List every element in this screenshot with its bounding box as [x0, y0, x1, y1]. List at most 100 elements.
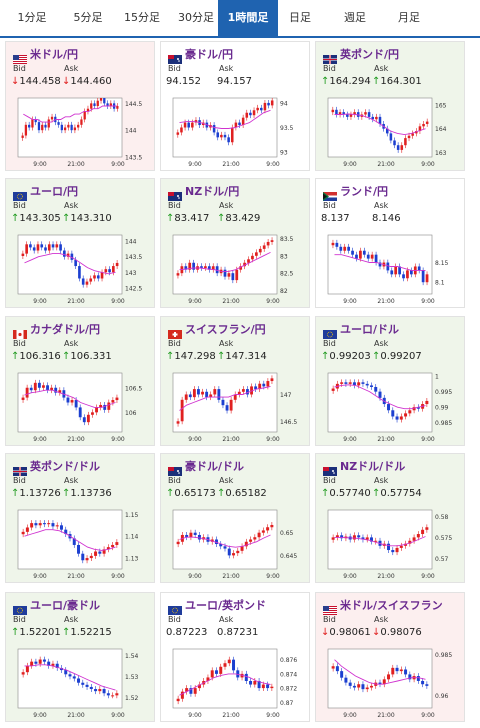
y-tick-label: 106.5	[125, 385, 142, 392]
rate-card[interactable]: NZドル/円 Bid Ask ↑83.417 ↑83.429 83.5 83 82.5 82 9:…	[160, 178, 310, 308]
candle-body	[402, 274, 405, 279]
pair-name[interactable]: 英ポンド/ドル	[30, 460, 101, 473]
ask-value: ↑147.314	[217, 351, 267, 362]
pair-name[interactable]: ランド/円	[340, 185, 389, 198]
candle-body	[37, 122, 41, 131]
pair-name[interactable]: NZドル/円	[185, 185, 240, 198]
y-tick-label: 82.5	[280, 271, 294, 278]
pair-name[interactable]: ユーロ/ドル	[340, 323, 400, 336]
candle-body	[400, 145, 404, 150]
pair-name[interactable]: スイスフラン/円	[185, 323, 266, 336]
bid-label: Bid	[13, 339, 26, 348]
tab-5min[interactable]: 5分足	[73, 11, 103, 24]
pair-name[interactable]: ユーロ/円	[30, 185, 79, 198]
tab-daily[interactable]: 日足	[289, 11, 311, 24]
candle-body	[63, 250, 66, 257]
rate-card[interactable]: スイスフラン/円 Bid Ask ↑147.298 ↑147.314 147 146.5 9:…	[160, 316, 310, 446]
pair-name[interactable]: 米ドル/スイスフラン	[340, 599, 443, 612]
y-tick-label: 83	[280, 253, 288, 260]
candle-body	[240, 546, 244, 551]
candle-body	[331, 537, 335, 540]
y-tick-label: 146.5	[280, 419, 297, 426]
candle-body	[409, 270, 413, 275]
candle-body	[394, 266, 398, 275]
ask-value: ↑0.99207	[372, 351, 422, 362]
pair-name[interactable]: ユーロ/英ポンド	[185, 599, 267, 612]
candle-body	[270, 686, 274, 689]
bid-label: Bid	[13, 201, 26, 210]
candle-body	[417, 266, 421, 271]
bid-value: ↑1.13726	[11, 488, 61, 499]
rate-card[interactable]: 豪ドル/ドル Bid Ask ↑0.65173 ↑0.65182 0.65 0.645 9:0…	[160, 453, 310, 583]
ask-value: ↑83.429	[217, 213, 261, 224]
candle-body	[21, 531, 25, 535]
rate-card[interactable]: 豪ドル/円 Bid Ask 94.152 94.157 94 93.5 93 9:00 21:00…	[160, 41, 310, 171]
ask-label: Ask	[64, 615, 79, 624]
tab-30min[interactable]: 30分足	[178, 11, 214, 24]
pair-name[interactable]: NZドル/ドル	[340, 460, 406, 473]
rate-card[interactable]: 米ドル/円 Bid Ask ↓144.458 ↓144.460 144.5 144 143.5…	[5, 41, 155, 171]
timeframe-tabs: 1分足 5分足 15分足 30分足 1時間足 日足 週足 月足	[0, 0, 480, 38]
x-tick-label: 21:00	[67, 573, 84, 580]
candle-body	[42, 523, 46, 525]
candle-body	[47, 661, 51, 666]
flag-icon	[168, 186, 182, 201]
candle-body	[359, 250, 362, 259]
candle-body	[395, 547, 399, 553]
pair-name[interactable]: 米ドル/円	[30, 48, 79, 61]
x-tick-label: 21:00	[222, 573, 239, 580]
tab-weekly[interactable]: 週足	[344, 11, 366, 24]
rate-card[interactable]: ユーロ/円 Bid Ask ↑143.305 ↑143.310 144 143.5 143 14…	[5, 178, 155, 308]
y-tick-label: 83.5	[280, 236, 294, 243]
candle-body	[211, 266, 215, 270]
rate-card[interactable]: ユーロ/英ポンド Bid Ask 0.87223 0.87231 0.876 0.874 0.…	[160, 592, 310, 722]
tab-1hour[interactable]: 1時間足	[218, 0, 278, 36]
arrow-down-icon: ↓	[321, 627, 330, 638]
rate-card[interactable]: ユーロ/ドル Bid Ask ↑0.99203 ↑0.99207 1 0.995 0.99 0.…	[315, 316, 465, 446]
pair-name[interactable]: 豪ドル/円	[185, 48, 234, 61]
arrow-up-icon: ↑	[321, 488, 330, 499]
y-tick-label: 0.995	[435, 389, 452, 396]
candle-body	[387, 674, 391, 680]
pair-name[interactable]: 英ポンド/円	[340, 48, 400, 61]
flag-icon	[13, 186, 27, 201]
candle-body	[232, 659, 236, 671]
x-tick-label: 9:00	[343, 161, 357, 168]
y-tick-label: 1.53	[125, 674, 139, 681]
candle-body	[258, 248, 262, 253]
pair-name[interactable]: カナダドル/円	[30, 323, 101, 336]
pair-name[interactable]: 豪ドル/ドル	[185, 460, 245, 473]
y-tick-label: 143	[125, 270, 137, 277]
candle-body	[223, 134, 227, 138]
candle-body	[216, 132, 220, 138]
candle-body	[246, 389, 249, 395]
candle-body	[66, 253, 70, 257]
x-tick-label: 9:00	[343, 436, 357, 443]
tab-15min[interactable]: 15分足	[124, 11, 160, 24]
candle-body	[115, 262, 119, 267]
candle-body	[93, 275, 96, 279]
candle-body	[331, 388, 335, 391]
candle-body	[213, 389, 217, 395]
rate-card[interactable]: ランド/円 Bid Ask 8.137 8.146 8.15 8.1 9:00 21:00 9:0…	[315, 178, 465, 308]
rate-card[interactable]: 英ポンド/円 Bid Ask ↑164.294 ↑164.301 165 164 163 9:0…	[315, 41, 465, 171]
rate-card[interactable]: 米ドル/スイスフラン Bid Ask ↓0.98061 ↓0.98076 0.985 0.9…	[315, 592, 465, 722]
y-tick-label: 106	[125, 410, 137, 417]
price-chart: 0.58 0.575 0.57 9:00 21:00 9:00	[327, 509, 452, 580]
candle-body	[51, 523, 55, 527]
candle-body	[55, 244, 59, 248]
tab-monthly[interactable]: 月足	[398, 11, 420, 24]
ask-label: Ask	[64, 201, 79, 210]
candle-body	[111, 544, 115, 548]
pair-name[interactable]: ユーロ/豪ドル	[30, 599, 101, 612]
rate-card[interactable]: 英ポンド/ドル Bid Ask ↑1.13726 ↑1.13736 1.15 1.14 1.1…	[5, 453, 155, 583]
tab-1min[interactable]: 1分足	[17, 11, 47, 24]
candle-body	[40, 244, 44, 248]
rate-card[interactable]: カナダドル/円 Bid Ask ↑106.316 ↑106.331 106.5 106 9:0…	[5, 316, 155, 446]
candle-body	[108, 269, 111, 273]
candle-body	[237, 391, 241, 395]
rate-card[interactable]: ユーロ/豪ドル Bid Ask ↑1.52201 ↑1.52215 1.54 1.53 1.5…	[5, 592, 155, 722]
candle-body	[47, 119, 50, 128]
rate-card[interactable]: NZドル/ドル Bid Ask ↑0.57740 ↑0.57754 0.58 0.575 0.…	[315, 453, 465, 583]
